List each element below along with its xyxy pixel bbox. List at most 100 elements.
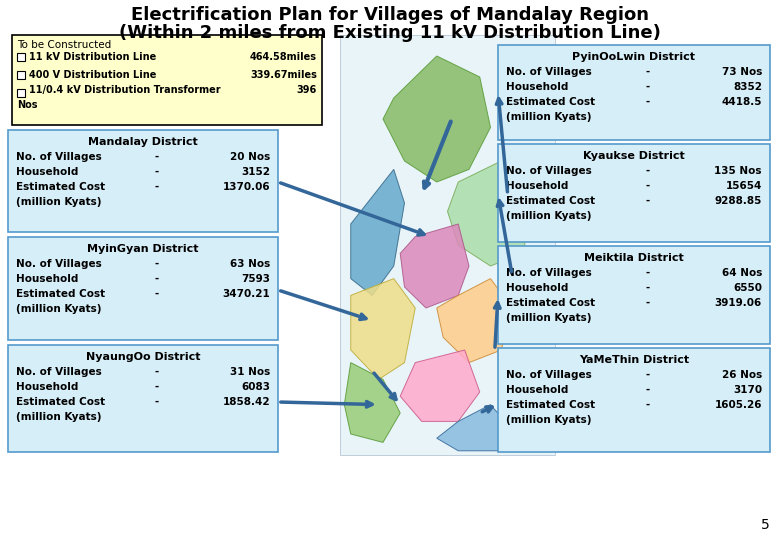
Text: Household: Household xyxy=(16,274,78,284)
Text: -: - xyxy=(646,166,650,176)
FancyBboxPatch shape xyxy=(8,130,278,232)
Text: 11 kV Distribution Line: 11 kV Distribution Line xyxy=(29,52,156,62)
Text: -: - xyxy=(154,367,158,377)
Text: 400 V Distribution Line: 400 V Distribution Line xyxy=(29,70,156,80)
Bar xyxy=(17,71,25,79)
FancyBboxPatch shape xyxy=(498,246,770,344)
Polygon shape xyxy=(344,362,400,442)
Text: -: - xyxy=(646,67,650,77)
Text: 26 Nos: 26 Nos xyxy=(722,370,762,380)
Text: Mandalay District: Mandalay District xyxy=(88,137,198,147)
Text: No. of Villages: No. of Villages xyxy=(506,67,592,77)
Bar xyxy=(17,53,25,61)
Text: -: - xyxy=(646,385,650,395)
Text: 8352: 8352 xyxy=(733,82,762,92)
Text: No. of Villages: No. of Villages xyxy=(506,370,592,380)
FancyBboxPatch shape xyxy=(8,237,278,340)
Text: (Within 2 miles from Existing 11 kV Distribution Line): (Within 2 miles from Existing 11 kV Dist… xyxy=(119,24,661,42)
Text: No. of Villages: No. of Villages xyxy=(506,268,592,278)
Text: -: - xyxy=(154,382,158,392)
Text: -: - xyxy=(154,167,158,177)
Text: 3470.21: 3470.21 xyxy=(222,289,270,299)
Text: -: - xyxy=(646,97,650,107)
Text: 1858.42: 1858.42 xyxy=(222,397,270,407)
Text: -: - xyxy=(154,274,158,284)
Text: NyaungOo District: NyaungOo District xyxy=(86,352,200,362)
Text: To be Constructed: To be Constructed xyxy=(17,40,112,50)
Text: (million Kyats): (million Kyats) xyxy=(506,211,591,221)
Text: 64 Nos: 64 Nos xyxy=(722,268,762,278)
Text: 6550: 6550 xyxy=(733,283,762,293)
Text: -: - xyxy=(646,196,650,206)
Polygon shape xyxy=(400,350,480,421)
Text: -: - xyxy=(154,182,158,192)
FancyBboxPatch shape xyxy=(8,345,278,452)
Text: Estimated Cost: Estimated Cost xyxy=(506,298,595,308)
Text: MyinGyan District: MyinGyan District xyxy=(87,244,199,254)
Text: 31 Nos: 31 Nos xyxy=(230,367,270,377)
Text: Meiktila District: Meiktila District xyxy=(584,253,684,263)
Text: 7593: 7593 xyxy=(241,274,270,284)
Polygon shape xyxy=(383,56,491,182)
FancyBboxPatch shape xyxy=(498,144,770,242)
Text: 1605.26: 1605.26 xyxy=(714,400,762,410)
Text: Household: Household xyxy=(16,382,78,392)
Text: 9288.85: 9288.85 xyxy=(714,196,762,206)
Text: -: - xyxy=(646,370,650,380)
Text: Estimated Cost: Estimated Cost xyxy=(506,196,595,206)
Text: -: - xyxy=(646,181,650,191)
Text: -: - xyxy=(154,152,158,162)
Text: 5: 5 xyxy=(761,518,770,532)
Polygon shape xyxy=(351,170,405,295)
Text: (million Kyats): (million Kyats) xyxy=(16,412,101,422)
Text: Household: Household xyxy=(506,385,569,395)
Text: Household: Household xyxy=(506,181,569,191)
Text: 3919.06: 3919.06 xyxy=(714,298,762,308)
FancyBboxPatch shape xyxy=(12,35,322,125)
Text: Estimated Cost: Estimated Cost xyxy=(16,289,105,299)
Polygon shape xyxy=(351,279,415,380)
Polygon shape xyxy=(400,224,469,308)
Text: 11/0.4 kV Distribution Transformer: 11/0.4 kV Distribution Transformer xyxy=(29,85,221,95)
Text: No. of Villages: No. of Villages xyxy=(16,259,101,269)
Text: 1370.06: 1370.06 xyxy=(222,182,270,192)
Text: Household: Household xyxy=(506,82,569,92)
Polygon shape xyxy=(437,279,512,362)
Text: Household: Household xyxy=(16,167,78,177)
Text: -: - xyxy=(154,289,158,299)
Text: Estimated Cost: Estimated Cost xyxy=(506,97,595,107)
FancyBboxPatch shape xyxy=(498,348,770,452)
Text: 396: 396 xyxy=(296,85,317,95)
Text: 135 Nos: 135 Nos xyxy=(714,166,762,176)
Text: (million Kyats): (million Kyats) xyxy=(16,304,101,314)
Polygon shape xyxy=(437,404,512,451)
Text: 15654: 15654 xyxy=(725,181,762,191)
Text: (million Kyats): (million Kyats) xyxy=(506,415,591,425)
Text: -: - xyxy=(646,298,650,308)
Text: 73 Nos: 73 Nos xyxy=(722,67,762,77)
Text: No. of Villages: No. of Villages xyxy=(16,367,101,377)
FancyBboxPatch shape xyxy=(498,45,770,140)
Text: Household: Household xyxy=(506,283,569,293)
Text: 63 Nos: 63 Nos xyxy=(230,259,270,269)
Text: Kyaukse District: Kyaukse District xyxy=(583,151,685,161)
Text: 4418.5: 4418.5 xyxy=(722,97,762,107)
Bar xyxy=(17,89,25,97)
FancyBboxPatch shape xyxy=(340,35,555,455)
Text: 3170: 3170 xyxy=(733,385,762,395)
Text: No. of Villages: No. of Villages xyxy=(16,152,101,162)
Text: Estimated Cost: Estimated Cost xyxy=(16,182,105,192)
Text: No. of Villages: No. of Villages xyxy=(506,166,592,176)
Text: -: - xyxy=(646,283,650,293)
Text: -: - xyxy=(646,82,650,92)
Text: YaMeThin District: YaMeThin District xyxy=(579,355,689,365)
Text: 6083: 6083 xyxy=(241,382,270,392)
Text: -: - xyxy=(154,259,158,269)
Text: -: - xyxy=(154,397,158,407)
Text: Estimated Cost: Estimated Cost xyxy=(16,397,105,407)
Text: Nos: Nos xyxy=(17,100,37,110)
Text: PyinOoLwin District: PyinOoLwin District xyxy=(573,52,696,62)
Text: 464.58miles: 464.58miles xyxy=(250,52,317,62)
Text: (million Kyats): (million Kyats) xyxy=(16,197,101,207)
Text: Electrification Plan for Villages of Mandalay Region: Electrification Plan for Villages of Man… xyxy=(131,6,649,24)
